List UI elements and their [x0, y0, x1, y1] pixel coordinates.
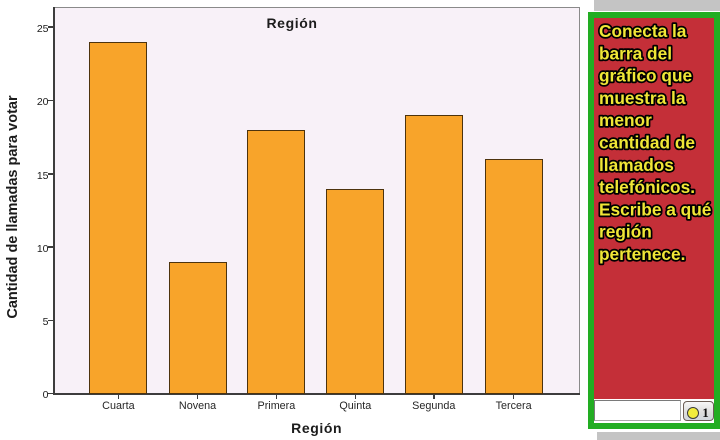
svg-text:telefónicos.: telefónicos. — [599, 177, 695, 197]
svg-text:barra del: barra del — [599, 43, 672, 63]
svg-text:Escribe a qué: Escribe a qué — [599, 199, 712, 219]
svg-text:cantidad de: cantidad de — [599, 133, 695, 153]
svg-text:gráfico que: gráfico que — [599, 66, 693, 86]
svg-text:muestra la: muestra la — [599, 88, 686, 108]
svg-text:región: región — [599, 222, 652, 242]
svg-text:Conecta la: Conecta la — [599, 21, 687, 41]
svg-text:menor: menor — [599, 110, 652, 130]
svg-text:pertenece.: pertenece. — [599, 244, 685, 264]
svg-text:llamados: llamados — [599, 155, 674, 175]
